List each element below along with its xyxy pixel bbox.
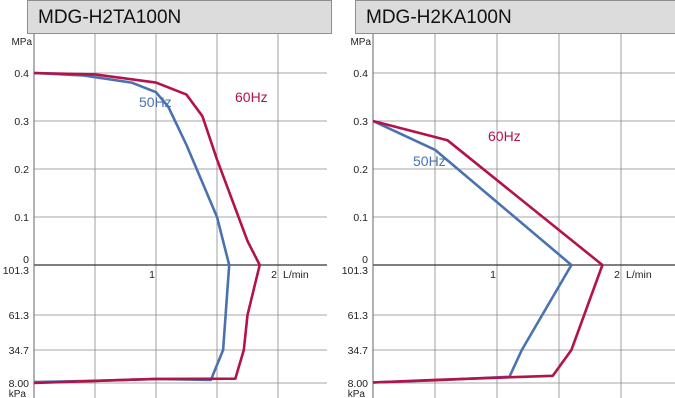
series-line-pressure xyxy=(33,71,261,266)
series-line-vacuum xyxy=(372,264,573,384)
y-tick-label: 0.3 xyxy=(353,116,368,128)
y-tick-label: 0.3 xyxy=(14,116,29,128)
series-line-vacuum xyxy=(372,264,604,384)
series-line-pressure xyxy=(372,119,604,267)
x-unit-label: L/min xyxy=(283,269,309,281)
y-tick-label: 0.4 xyxy=(353,68,368,80)
y-tick-label: 0.2 xyxy=(353,164,368,176)
y-tick-label: 34.7 xyxy=(9,345,30,357)
y-tick-label: 8.00 xyxy=(348,378,369,390)
y-lower-unit: kPa xyxy=(348,389,366,398)
chart-title: MDG-H2TA100N xyxy=(27,0,332,34)
x-tick-label: 2 xyxy=(614,269,620,281)
y-tick-label: 0.1 xyxy=(353,212,368,224)
y-tick-label: 101.3 xyxy=(342,265,368,277)
y-upper-unit: MPa xyxy=(350,37,371,48)
y-tick-label: 34.7 xyxy=(348,345,369,357)
chart-panel-right: MDG-H2KA100N MPa 0.4 0.3 0.2 0.1 0 101.3 61.3 34… xyxy=(342,0,675,398)
series-label: 50Hz xyxy=(139,94,172,110)
y-tick-label: 0.4 xyxy=(14,68,29,80)
series-line-pressure xyxy=(372,119,573,266)
y-tick-label: 0 xyxy=(362,254,368,266)
series-label: 50Hz xyxy=(413,153,446,169)
y-tick-label: 101.3 xyxy=(3,265,29,277)
y-tick-label: 61.3 xyxy=(348,310,369,322)
y-tick-label: 8.00 xyxy=(9,378,30,390)
x-tick-label: 2 xyxy=(271,269,277,281)
series-line-vacuum xyxy=(33,264,231,384)
x-unit-label: L/min xyxy=(626,269,652,281)
y-tick-label: 0.2 xyxy=(14,164,29,176)
y-tick-label: 0 xyxy=(23,254,29,266)
y-lower-unit: kPa xyxy=(9,389,27,398)
series-label: 60Hz xyxy=(488,128,521,144)
y-tick-label: 61.3 xyxy=(9,310,30,322)
series-label: 60Hz xyxy=(235,89,268,105)
chart-panel-left: MDG-H2TA100N MPa 0.4 0.3 0.2 0.1 0 101.3 61.3 34… xyxy=(3,0,332,398)
series-line-pressure xyxy=(33,71,231,266)
x-tick-label: 1 xyxy=(149,269,155,281)
x-tick-label: 1 xyxy=(490,269,496,281)
series-line-vacuum xyxy=(33,264,261,385)
chart-title: MDG-H2KA100N xyxy=(355,0,675,34)
y-upper-unit: MPa xyxy=(11,37,32,48)
y-tick-label: 0.1 xyxy=(14,212,29,224)
